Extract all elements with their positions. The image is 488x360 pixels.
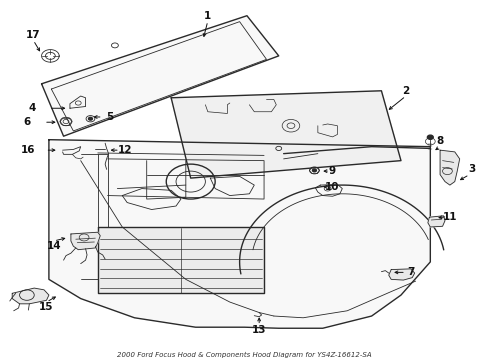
Text: 3: 3: [468, 165, 474, 174]
Text: 7: 7: [406, 267, 414, 277]
Text: 8: 8: [436, 136, 443, 147]
Text: 11: 11: [442, 212, 456, 221]
Polygon shape: [439, 150, 459, 185]
Polygon shape: [41, 16, 278, 136]
Text: 4: 4: [28, 103, 36, 113]
Text: 15: 15: [39, 302, 54, 312]
Text: 13: 13: [251, 325, 266, 335]
Circle shape: [88, 117, 92, 120]
Text: 14: 14: [46, 241, 61, 251]
Text: 2000 Ford Focus Hood & Components Hood Diagram for YS4Z-16612-SA: 2000 Ford Focus Hood & Components Hood D…: [117, 352, 371, 358]
Text: 6: 6: [23, 117, 30, 127]
Circle shape: [427, 135, 432, 139]
Text: 2: 2: [402, 86, 408, 96]
Polygon shape: [71, 232, 100, 250]
Text: 12: 12: [117, 145, 132, 155]
Text: 16: 16: [21, 145, 36, 155]
Polygon shape: [12, 288, 49, 304]
Polygon shape: [427, 216, 444, 227]
Text: 1: 1: [204, 11, 211, 21]
Circle shape: [312, 169, 316, 172]
Polygon shape: [98, 227, 264, 293]
Polygon shape: [49, 140, 429, 328]
Text: 10: 10: [325, 182, 339, 192]
Text: 17: 17: [26, 30, 41, 40]
Polygon shape: [171, 91, 400, 178]
Text: 9: 9: [328, 166, 335, 176]
Text: 5: 5: [106, 112, 113, 122]
Polygon shape: [388, 269, 414, 280]
